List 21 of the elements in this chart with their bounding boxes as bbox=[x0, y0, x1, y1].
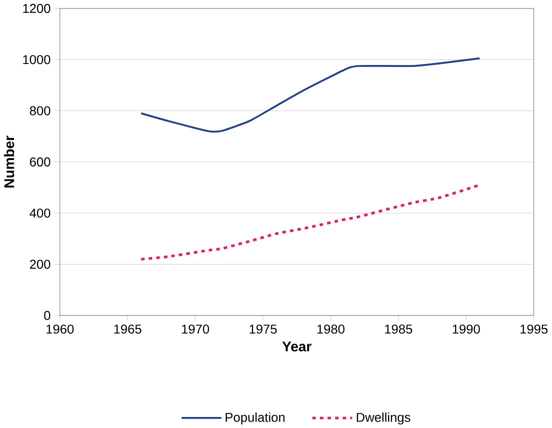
line-series bbox=[140, 184, 481, 260]
x-tick-label: 1995 bbox=[520, 324, 548, 334]
x-tick-label: 1980 bbox=[317, 324, 344, 334]
x-tick-label: 1990 bbox=[452, 324, 480, 334]
x-tick-label: 1975 bbox=[250, 324, 277, 334]
legend-label: Dwellings bbox=[356, 412, 410, 424]
y-tick-label: 1200 bbox=[23, 4, 50, 13]
y-tick-label: 0 bbox=[44, 310, 50, 320]
y-tick-label: 200 bbox=[30, 260, 50, 269]
x-tick-label: 1965 bbox=[114, 324, 142, 334]
y-axis-title: Number bbox=[4, 136, 14, 188]
y-tick-label: 1000 bbox=[23, 54, 50, 64]
x-tick-label: 1960 bbox=[46, 324, 74, 334]
x-tick-label: 1970 bbox=[182, 324, 210, 334]
x-tick-label: 1985 bbox=[385, 324, 412, 334]
y-tick-label: 800 bbox=[30, 106, 50, 116]
y-tick-label: 400 bbox=[30, 208, 50, 218]
x-axis-title: Year bbox=[282, 342, 312, 352]
legend-label: Population bbox=[226, 412, 284, 424]
y-tick-label: 600 bbox=[30, 157, 50, 166]
line-series bbox=[140, 57, 481, 132]
